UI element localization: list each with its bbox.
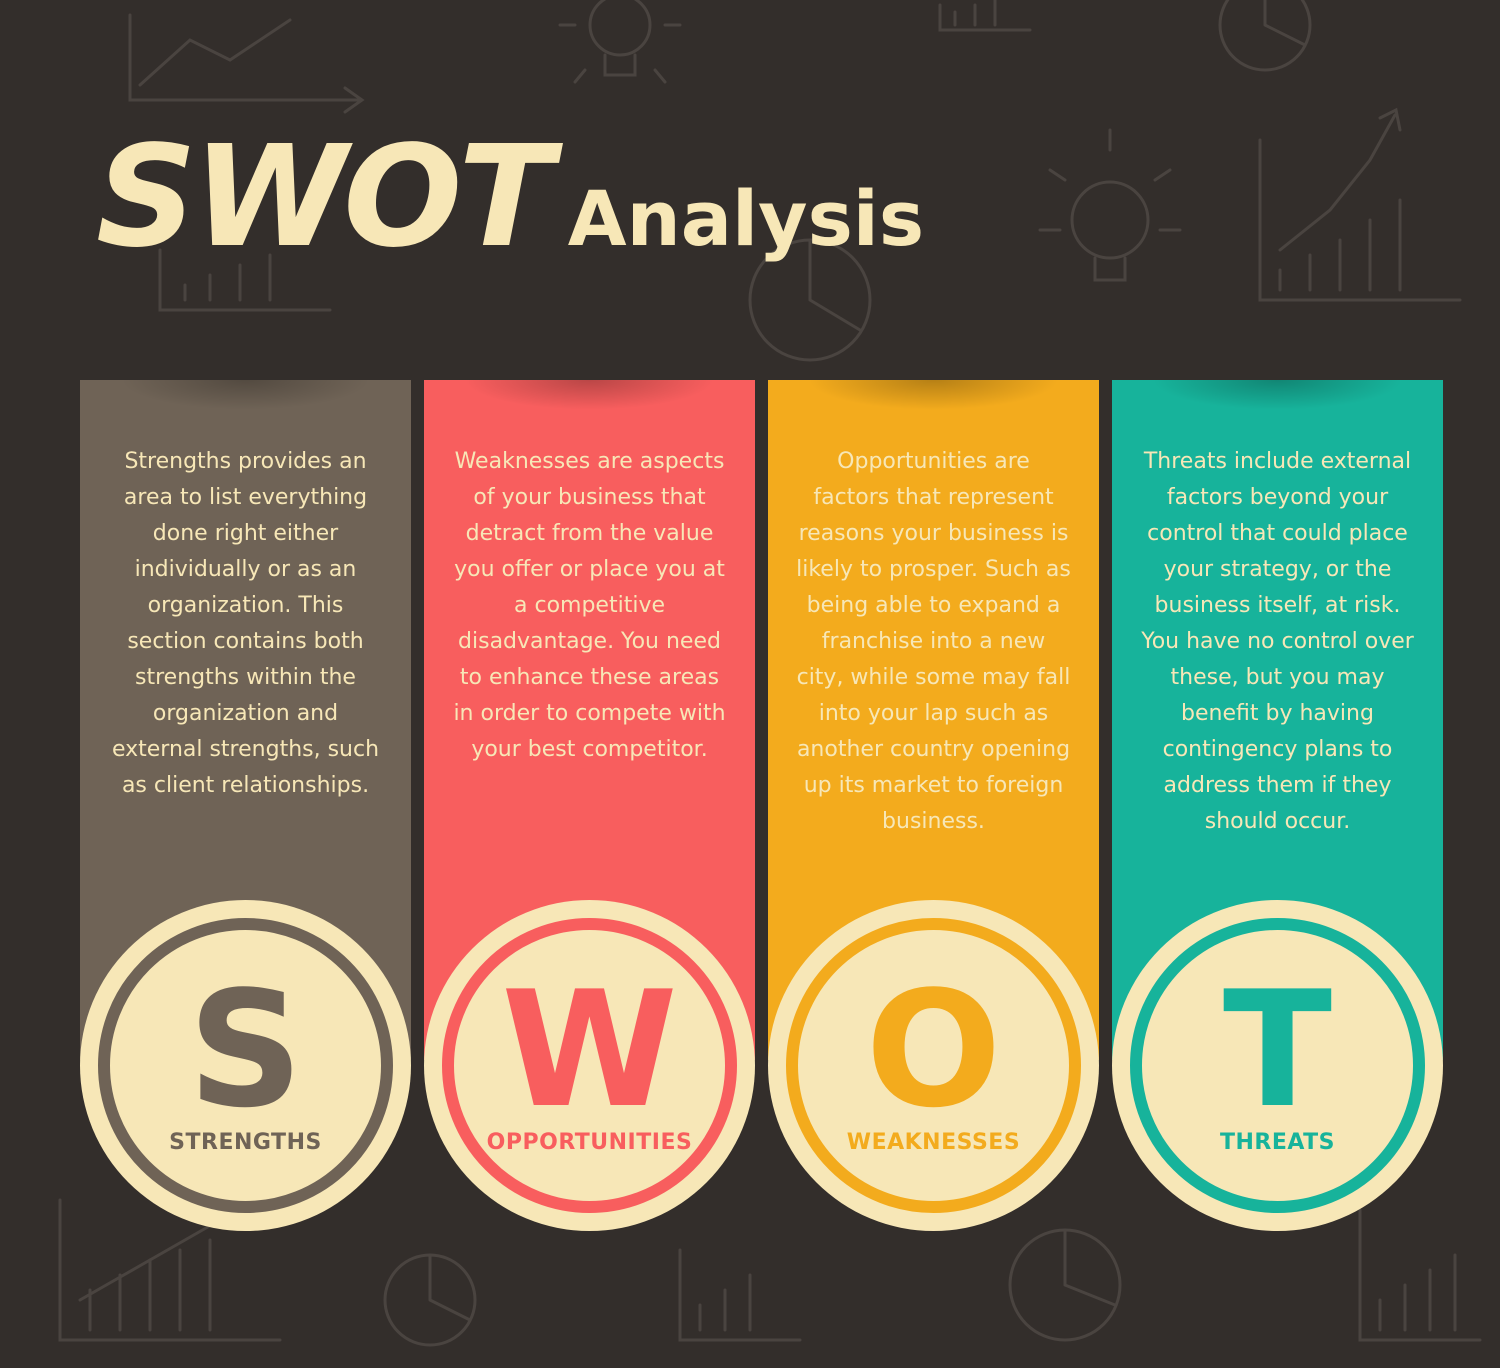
pie-chart-doodle-icon bbox=[748, 238, 872, 362]
letter-badge: S STRENGTHS bbox=[80, 900, 411, 1231]
lightbulb-doodle-icon bbox=[558, 0, 682, 84]
lightbulb-doodle-icon bbox=[1038, 128, 1182, 282]
pie-chart-doodle-icon bbox=[1008, 1228, 1122, 1342]
card-letter: S bbox=[187, 956, 304, 1143]
line-chart-doodle-icon bbox=[128, 13, 365, 114]
card-letter: W bbox=[501, 956, 678, 1143]
letter-ring: T THREATS bbox=[1130, 918, 1425, 1213]
bar-chart-doodle-icon bbox=[938, 0, 1032, 32]
swot-card-threats: Threats include external factors beyond … bbox=[1112, 380, 1443, 1231]
pie-chart-doodle-icon bbox=[383, 1253, 477, 1347]
letter-ring: S STRENGTHS bbox=[98, 918, 393, 1213]
title-sub: Analysis bbox=[567, 174, 925, 263]
letter-ring: O WEAKNESSES bbox=[786, 918, 1081, 1213]
card-description: Strengths provides an area to list every… bbox=[111, 449, 380, 798]
card-label: THREATS bbox=[1219, 1130, 1336, 1155]
letter-ring: W OPPORTUNITIES bbox=[442, 918, 737, 1213]
card-description: Opportunities are factors that represent… bbox=[796, 449, 1071, 834]
growth-chart-doodle-icon bbox=[1258, 107, 1462, 302]
letter-badge: T THREATS bbox=[1112, 900, 1443, 1231]
card-label: WEAKNESSES bbox=[846, 1130, 1021, 1155]
card-label: OPPORTUNITIES bbox=[486, 1130, 693, 1155]
swot-card-weaknesses: Weaknesses are aspects of your business … bbox=[424, 380, 755, 1231]
bar-chart-doodle-icon bbox=[58, 1198, 282, 1342]
bar-chart-doodle-icon bbox=[678, 1248, 802, 1342]
card-letter: O bbox=[865, 956, 1002, 1143]
title-main: SWOT bbox=[96, 116, 554, 279]
card-description: Threats include external factors beyond … bbox=[1141, 449, 1414, 834]
card-description: Weaknesses are aspects of your business … bbox=[453, 449, 726, 762]
letter-badge: O WEAKNESSES bbox=[768, 900, 1099, 1231]
card-label: STRENGTHS bbox=[169, 1130, 322, 1155]
letter-badge: W OPPORTUNITIES bbox=[424, 900, 755, 1231]
swot-card-strengths: Strengths provides an area to list every… bbox=[80, 380, 411, 1231]
bar-chart-doodle-icon bbox=[1358, 1208, 1482, 1342]
pie-chart-doodle-icon bbox=[1218, 0, 1312, 72]
swot-card-opportunities: Opportunities are factors that represent… bbox=[768, 380, 1099, 1231]
card-letter: T bbox=[1222, 956, 1333, 1143]
page-title: SWOT Analysis bbox=[96, 128, 924, 268]
bar-chart-doodle-icon bbox=[158, 248, 332, 312]
